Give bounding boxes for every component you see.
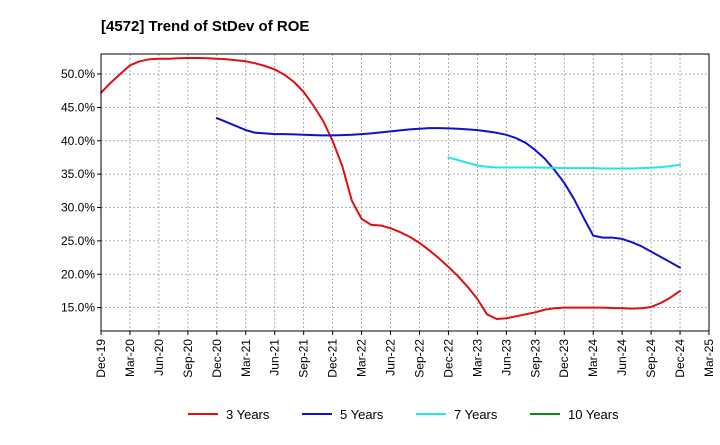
grid-lines [101, 54, 709, 331]
x-axis-ticks: Dec-19 Mar-20 Jun-20 Sep-20 Dec-20 Mar-21 Jun-… [94, 331, 716, 378]
x-tick-label: Sep-21 [297, 339, 311, 378]
legend-label-10-years: 10 Years [568, 407, 619, 422]
series-line-5-years [215, 117, 681, 269]
x-tick-label: Dec-19 [94, 339, 108, 378]
x-tick-label: Sep-20 [181, 339, 195, 378]
legend-label-3-years: 3 Years [226, 407, 270, 422]
x-tick-label: Dec-22 [441, 339, 455, 378]
x-tick-label: Jun-22 [384, 339, 398, 376]
x-tick-label: Jun-24 [615, 339, 629, 376]
x-tick-label: Dec-21 [326, 339, 340, 378]
series-lines [100, 57, 681, 320]
x-tick-label: Dec-24 [673, 339, 687, 378]
y-tick-label: 35.0% [61, 167, 95, 181]
chart-title: [4572] Trend of StDev of ROE [101, 18, 309, 35]
y-tick-label: 30.0% [61, 201, 95, 215]
x-tick-label: Mar-20 [123, 339, 137, 377]
y-tick-label: 25.0% [61, 234, 95, 248]
x-tick-label: Jun-20 [152, 339, 166, 376]
x-tick-label: Jun-23 [499, 339, 513, 376]
legend-label-5-years: 5 Years [340, 407, 384, 422]
y-tick-label: 50.0% [61, 67, 95, 81]
x-tick-label: Mar-22 [355, 339, 369, 377]
x-tick-label: Sep-22 [412, 339, 426, 378]
plot-area-frame [100, 53, 710, 332]
y-axis-ticks: 15.0% 20.0% 25.0% 30.0% 35.0% 40.0% 45.0% 50.0% [61, 67, 101, 315]
x-tick-label: Mar-25 [702, 339, 716, 377]
y-tick-label: 40.0% [61, 134, 95, 148]
x-tick-label: Jun-21 [268, 339, 282, 376]
x-tick-label: Dec-23 [557, 339, 571, 378]
legend-label-7-years: 7 Years [454, 407, 498, 422]
x-tick-label: Mar-21 [239, 339, 253, 377]
x-tick-label: Dec-20 [210, 339, 224, 378]
y-tick-label: 45.0% [61, 100, 95, 114]
y-tick-label: 15.0% [61, 301, 95, 315]
y-tick-label: 20.0% [61, 267, 95, 281]
series-line-7-years [447, 156, 681, 170]
legend: 3 Years 5 Years 7 Years 10 Years [188, 407, 619, 422]
x-tick-label: Mar-23 [470, 339, 484, 377]
x-tick-label: Mar-24 [586, 339, 600, 377]
x-tick-label: Sep-23 [528, 339, 542, 378]
series-line-3-years [100, 57, 681, 320]
x-tick-label: Sep-24 [644, 339, 658, 378]
